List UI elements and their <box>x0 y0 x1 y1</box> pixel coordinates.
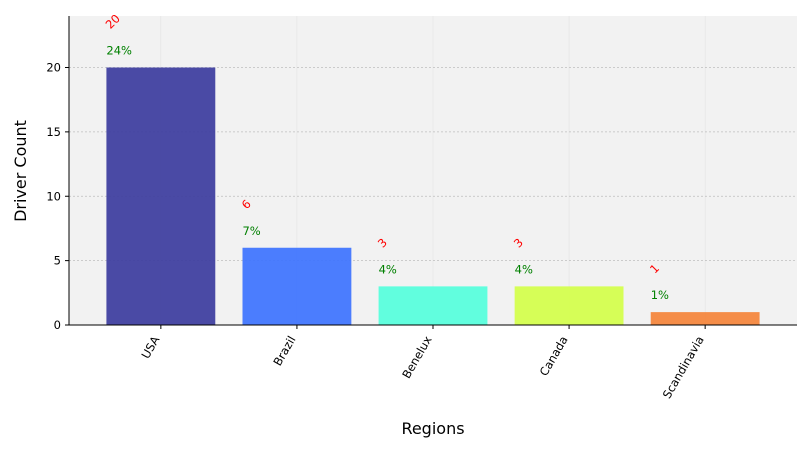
bar-percent-label: 4% <box>515 262 533 276</box>
x-ticks: USA Brazil Benelux Canada Scandinavia <box>138 325 707 401</box>
bar <box>242 247 352 325</box>
bar-percent-label: 4% <box>379 262 397 276</box>
y-tick-label: 0 <box>54 318 61 332</box>
bar <box>378 286 488 325</box>
y-tick-label: 10 <box>46 189 61 203</box>
bar <box>514 286 624 325</box>
bar-percent-label: 24% <box>106 44 132 58</box>
bar <box>650 312 760 325</box>
bar-percent-label: 1% <box>651 288 669 302</box>
x-tick-label: Benelux <box>399 333 435 381</box>
x-tick-label: Canada <box>537 334 571 379</box>
y-axis-title: Driver Count <box>11 120 30 222</box>
y-tick-label: 15 <box>46 125 61 139</box>
x-tick-label: USA <box>138 333 162 361</box>
x-axis-title: Regions <box>401 419 464 438</box>
y-ticks: 0 5 10 15 20 <box>46 61 69 332</box>
x-tick-label: Scandinavia <box>660 334 707 401</box>
bar <box>106 67 216 325</box>
y-tick-label: 20 <box>46 61 61 75</box>
bar-percent-label: 7% <box>242 224 260 238</box>
y-tick-label: 5 <box>54 254 61 268</box>
x-tick-label: Brazil <box>270 334 298 369</box>
bars <box>106 67 760 325</box>
